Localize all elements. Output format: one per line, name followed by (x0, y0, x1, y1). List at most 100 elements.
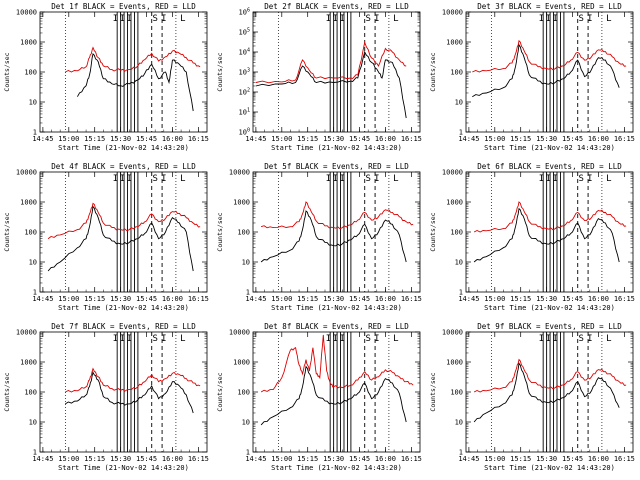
interval-marker-label: I (326, 14, 331, 24)
x-tick-label: 15:45 (562, 455, 583, 463)
x-tick-label: 14:45 (32, 455, 53, 463)
x-tick-label: 14:45 (458, 455, 479, 463)
y-axis-label: Counts/sec (3, 52, 11, 91)
detector-panel: Det 7f BLACK = Events, RED = LLD 1 10 100 10… (3, 322, 209, 472)
panel-title: Det 3f BLACK = Events, RED = LLD (477, 2, 622, 11)
x-tick-label: 15:30 (323, 455, 344, 463)
interval-marker-label: I (326, 174, 331, 184)
lld-series-line (65, 367, 201, 393)
x-tick-label: 15:15 (297, 455, 318, 463)
x-tick-label: 15:30 (110, 455, 131, 463)
y-tick-label: 102 (239, 88, 250, 97)
y-tick-label: 1000 (446, 199, 463, 207)
x-tick-label: 14:45 (32, 135, 53, 143)
interval-marker-label: L (606, 334, 611, 344)
x-tick-label: 15:00 (58, 455, 79, 463)
interval-marker-label: I (546, 174, 551, 184)
y-tick-label: 10 (29, 259, 37, 267)
x-axis-label: Start Time (21-Nov-02 14:43:20) (58, 144, 189, 152)
y-tick-label: 10000 (229, 169, 250, 177)
x-tick-label: 16:15 (614, 295, 635, 303)
y-tick-label: 10 (29, 419, 37, 427)
interval-marker-label: I (333, 334, 338, 344)
lld-series-line (260, 201, 414, 230)
events-series-line (260, 365, 407, 426)
y-tick-label: 1000 (233, 199, 250, 207)
x-tick-label: 16:00 (375, 295, 396, 303)
x-tick-label: 15:30 (536, 295, 557, 303)
interval-marker-label: L (606, 174, 611, 184)
interval-marker-label: I (587, 174, 592, 184)
x-tick-label: 15:45 (136, 295, 157, 303)
events-series-line (255, 50, 407, 119)
x-tick-label: 16:15 (614, 135, 635, 143)
interval-marker-label: S (152, 14, 157, 24)
y-tick-label: 1 (33, 129, 37, 137)
x-tick-label: 15:00 (484, 455, 505, 463)
panel-title: Det 5f BLACK = Events, RED = LLD (264, 162, 409, 171)
interval-marker-label: I (120, 334, 125, 344)
interval-marker-label: I (161, 14, 166, 24)
y-tick-label: 1 (459, 449, 463, 457)
x-tick-label: 15:15 (297, 295, 318, 303)
panel-title: Det 1f BLACK = Events, RED = LLD (51, 2, 196, 11)
panel-title: Det 9f BLACK = Events, RED = LLD (477, 322, 622, 331)
y-axis-label: Counts/sec (216, 212, 224, 251)
x-tick-label: 15:15 (510, 135, 531, 143)
x-tick-label: 16:15 (188, 135, 209, 143)
lld-series-line (472, 39, 627, 73)
interval-marker-label: S (578, 334, 583, 344)
interval-marker-label: I (374, 14, 379, 24)
y-tick-label: 100 (24, 229, 37, 237)
x-tick-label: 15:00 (484, 135, 505, 143)
x-tick-label: 15:15 (84, 135, 105, 143)
detector-panel: Det 5f BLACK = Events, RED = LLD 1 10 100 10… (216, 162, 422, 312)
y-tick-label: 10 (29, 99, 37, 107)
y-tick-label: 1000 (20, 39, 37, 47)
y-tick-label: 10000 (442, 169, 463, 177)
interval-marker-label: I (539, 174, 544, 184)
interval-marker-label: I (340, 14, 345, 24)
y-tick-label: 10 (242, 419, 250, 427)
y-axis-label: Counts/sec (216, 372, 224, 411)
interval-marker-label: L (180, 174, 185, 184)
x-tick-label: 15:00 (271, 295, 292, 303)
y-tick-label: 10 (242, 259, 250, 267)
interval-marker-label: I (120, 174, 125, 184)
x-tick-label: 15:30 (536, 135, 557, 143)
events-series-line (260, 210, 407, 263)
y-tick-label: 103 (239, 68, 250, 77)
panel-title: Det 6f BLACK = Events, RED = LLD (477, 162, 622, 171)
x-tick-label: 15:30 (110, 295, 131, 303)
x-tick-label: 16:15 (401, 135, 422, 143)
x-axis-label: Start Time (21-Nov-02 14:43:20) (271, 464, 402, 472)
y-tick-label: 100 (237, 229, 250, 237)
x-tick-label: 14:45 (245, 295, 266, 303)
panel-title: Det 2f BLACK = Events, RED = LLD (264, 2, 409, 11)
interval-marker-label: S (365, 14, 370, 24)
interval-marker-label: I (113, 174, 118, 184)
x-tick-label: 15:45 (349, 295, 370, 303)
y-tick-label: 10 (455, 99, 463, 107)
x-tick-label: 16:00 (162, 295, 183, 303)
panel-title: Det 8f BLACK = Events, RED = LLD (264, 322, 409, 331)
x-tick-label: 14:45 (458, 135, 479, 143)
y-tick-label: 100 (24, 389, 37, 397)
interval-marker-label: I (127, 14, 132, 24)
interval-marker-label: I (333, 14, 338, 24)
interval-marker-label: I (340, 174, 345, 184)
x-tick-label: 16:15 (614, 455, 635, 463)
interval-marker-label: I (546, 14, 551, 24)
interval-marker-label: I (340, 334, 345, 344)
interval-marker-label: I (127, 174, 132, 184)
interval-marker-label: L (180, 334, 185, 344)
lld-series-line (47, 202, 201, 240)
interval-marker-label: I (326, 334, 331, 344)
y-tick-label: 100 (24, 69, 37, 77)
x-axis-label: Start Time (21-Nov-02 14:43:20) (271, 304, 402, 312)
y-tick-label: 10000 (16, 9, 37, 17)
x-axis-label: Start Time (21-Nov-02 14:43:20) (58, 464, 189, 472)
x-tick-label: 15:30 (110, 135, 131, 143)
interval-marker-label: I (127, 334, 132, 344)
